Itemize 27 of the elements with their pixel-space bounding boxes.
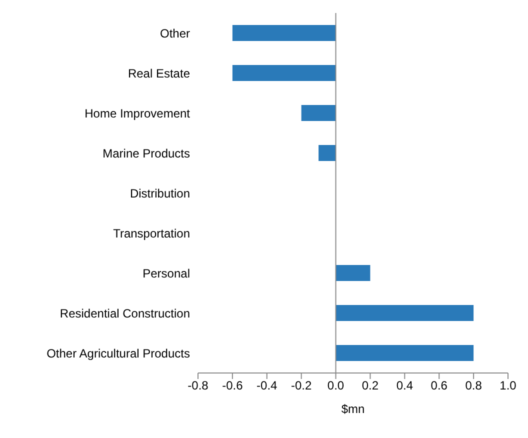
y-tick-label: Personal [142,266,190,280]
y-tick-label: Real Estate [128,66,190,80]
y-tick-label: Other Agricultural Products [46,346,190,360]
x-tick-label: 0.6 [430,378,448,393]
x-axis-title: $mn [341,402,365,416]
x-tick-label: 0.8 [465,378,482,393]
bar [336,265,370,281]
y-tick-label: Distribution [130,186,190,200]
x-tick-label: -0.2 [290,378,312,393]
x-tick-label: -0.8 [188,378,209,393]
bar [336,305,474,321]
bar [232,25,336,41]
x-tick-label: -0.4 [256,378,278,393]
x-tick-label: -0.6 [222,378,244,393]
y-tick-label: Transportation [113,226,190,240]
bar [336,345,474,361]
x-tick-label: 0.4 [396,378,414,393]
y-tick-label: Residential Construction [60,306,190,320]
bar [318,145,336,161]
bar [232,65,336,81]
y-tick-label: Home Improvement [84,106,191,120]
x-tick-label: 1.0 [500,378,517,393]
x-tick-label: 0.2 [362,378,379,393]
x-tick-label: 0.0 [327,378,344,393]
bar [301,105,336,121]
y-tick-label: Marine Products [102,146,190,160]
y-tick-label: Other [160,26,190,40]
